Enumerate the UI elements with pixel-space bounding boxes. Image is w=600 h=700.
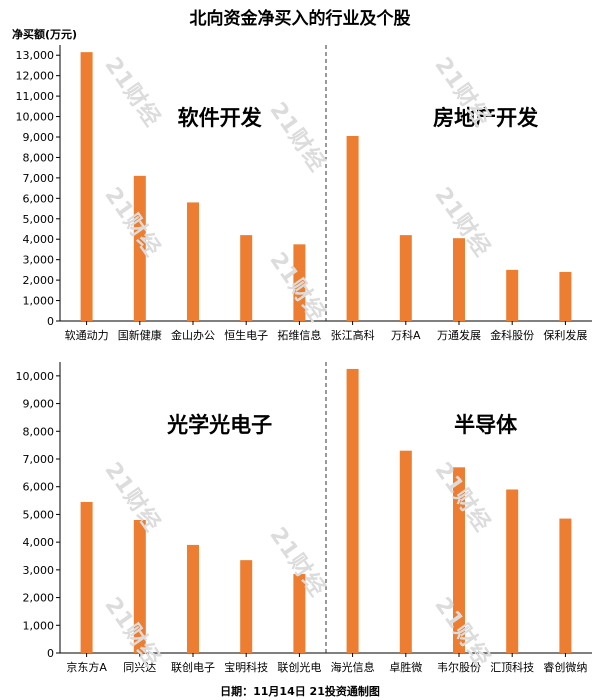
y-tick-label: 2,000: [23, 592, 55, 605]
bar: [506, 489, 519, 653]
y-tick-label: 6,000: [23, 192, 55, 205]
bar: [80, 501, 93, 653]
bar: [559, 518, 572, 653]
x-tick-label: 拓维信息: [277, 328, 321, 342]
y-tick-label: 8,000: [23, 151, 55, 164]
y-tick-label: 6,000: [23, 481, 55, 494]
x-tick-label: 万通发展: [437, 328, 481, 342]
x-tick-label: 国新健康: [118, 328, 162, 342]
bar: [187, 202, 199, 321]
y-tick-label: 8,000: [23, 425, 55, 438]
x-tick-label: 恒生电子: [224, 328, 268, 342]
x-tick-label: 金山办公: [171, 328, 215, 342]
y-tick-label: 0: [47, 315, 54, 328]
x-tick-label: 卓胜微: [389, 660, 422, 674]
bar: [399, 450, 412, 653]
group-label: 半导体: [454, 413, 518, 437]
bar: [453, 238, 465, 321]
y-tick-label: 4,000: [23, 536, 55, 549]
y-tick-label: 2,000: [23, 274, 55, 287]
y-tick-label: 7,000: [23, 172, 55, 185]
group-label: 软件开发: [178, 106, 263, 130]
y-tick-label: 9,000: [23, 398, 55, 411]
y-tick-label: 3,000: [23, 254, 55, 267]
chart-title: 北向资金净买入的行业及个股: [189, 9, 411, 29]
x-tick-label: 韦尔股份: [437, 661, 481, 674]
bar: [133, 519, 146, 653]
y-tick-label: 12,000: [16, 70, 55, 83]
bar: [399, 235, 412, 321]
group-label: 房地产开发: [433, 106, 539, 130]
bar: [453, 467, 465, 653]
y-tick-label: 10,000: [16, 370, 55, 383]
y-tick-label: 13,000: [16, 49, 55, 62]
x-tick-label: 联创电子: [171, 661, 215, 674]
bar: [293, 244, 306, 321]
footer-note: 日期：11月14日 21投资通制图: [220, 685, 380, 698]
x-tick-label: 金科股份: [490, 328, 534, 342]
bar: [240, 235, 253, 321]
x-tick-label: 汇顶科技: [490, 660, 534, 674]
y-tick-label: 5,000: [23, 213, 55, 226]
x-tick-label: 万科A: [391, 328, 421, 342]
y-tick-label: 0: [47, 647, 54, 660]
bar: [559, 271, 572, 321]
x-tick-label: 保利发展: [543, 328, 587, 342]
y-tick-label: 7,000: [23, 453, 55, 466]
y-tick-label: 1,000: [23, 619, 55, 632]
y-tick-label: 5,000: [23, 508, 55, 521]
group-label: 光学光电子: [166, 413, 272, 437]
bar: [293, 574, 306, 653]
x-tick-label: 睿创微纳: [543, 660, 587, 674]
x-tick-label: 张江高科: [331, 328, 375, 342]
bar: [346, 135, 359, 321]
y-tick-label: 9,000: [23, 131, 55, 144]
x-tick-label: 联创光电: [277, 660, 321, 674]
y-tick-label: 4,000: [23, 233, 55, 246]
x-tick-label: 宝明科技: [224, 660, 268, 674]
y-tick-label: 3,000: [23, 564, 55, 577]
y-tick-label: 1,000: [23, 295, 55, 308]
bar: [240, 560, 253, 653]
y-tick-label: 11,000: [16, 90, 55, 103]
bar: [133, 175, 146, 321]
bar: [80, 52, 93, 322]
x-tick-label: 京东方A: [66, 660, 107, 674]
bar: [187, 544, 199, 653]
y-axis-label: 净买额(万元): [12, 28, 78, 41]
x-tick-label: 海光信息: [331, 660, 375, 674]
y-tick-label: 10,000: [16, 111, 55, 124]
bar: [506, 269, 519, 321]
bar: [346, 368, 359, 653]
x-tick-label: 软通动力: [65, 328, 109, 342]
x-tick-label: 同兴达: [123, 661, 156, 674]
